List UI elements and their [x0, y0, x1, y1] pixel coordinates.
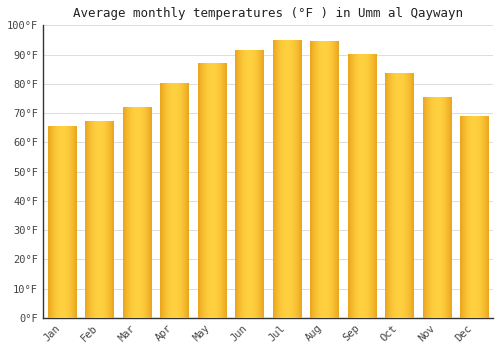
Title: Average monthly temperatures (°F ) in Umm al Qaywayn: Average monthly temperatures (°F ) in Um… — [73, 7, 463, 20]
